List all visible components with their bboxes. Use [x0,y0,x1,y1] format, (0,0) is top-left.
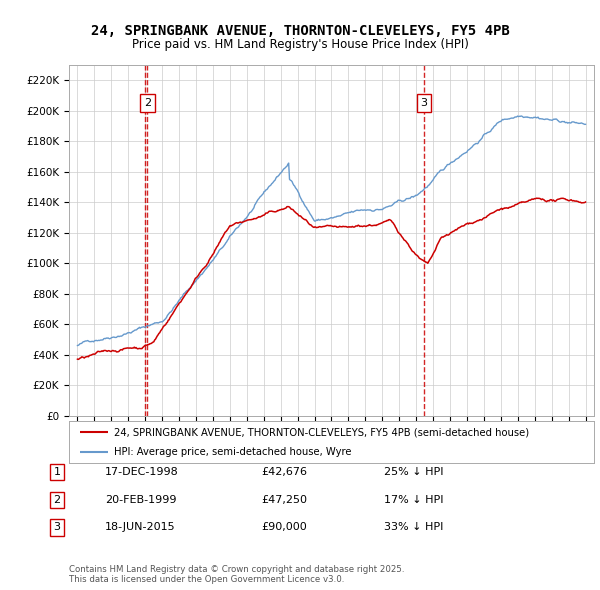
Text: 2: 2 [144,98,151,108]
Text: 3: 3 [53,523,61,532]
Text: Price paid vs. HM Land Registry's House Price Index (HPI): Price paid vs. HM Land Registry's House … [131,38,469,51]
Text: 24, SPRINGBANK AVENUE, THORNTON-CLEVELEYS, FY5 4PB (semi-detached house): 24, SPRINGBANK AVENUE, THORNTON-CLEVELEY… [113,427,529,437]
Text: £90,000: £90,000 [261,523,307,532]
Text: 20-FEB-1999: 20-FEB-1999 [105,495,176,504]
Text: 2: 2 [53,495,61,504]
Text: £42,676: £42,676 [261,467,307,477]
Text: 3: 3 [421,98,427,108]
Text: 33% ↓ HPI: 33% ↓ HPI [384,523,443,532]
Text: Contains HM Land Registry data © Crown copyright and database right 2025.
This d: Contains HM Land Registry data © Crown c… [69,565,404,584]
Text: 17% ↓ HPI: 17% ↓ HPI [384,495,443,504]
Text: 18-JUN-2015: 18-JUN-2015 [105,523,176,532]
Text: £47,250: £47,250 [261,495,307,504]
Text: 1: 1 [53,467,61,477]
Text: HPI: Average price, semi-detached house, Wyre: HPI: Average price, semi-detached house,… [113,447,351,457]
Text: 17-DEC-1998: 17-DEC-1998 [105,467,179,477]
Text: 24, SPRINGBANK AVENUE, THORNTON-CLEVELEYS, FY5 4PB: 24, SPRINGBANK AVENUE, THORNTON-CLEVELEY… [91,24,509,38]
Text: 25% ↓ HPI: 25% ↓ HPI [384,467,443,477]
